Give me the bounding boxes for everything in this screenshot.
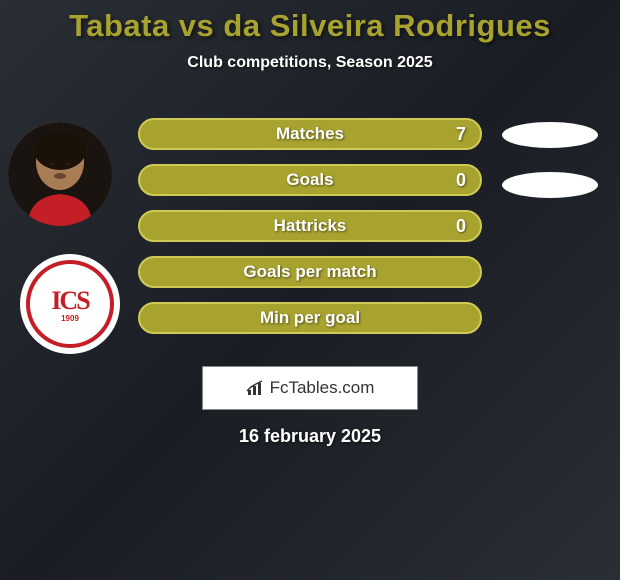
stat-bar-goals: Goals 0 <box>138 164 482 196</box>
stat-label: Matches <box>276 124 344 144</box>
date-label: 16 february 2025 <box>0 426 620 447</box>
stat-value: 0 <box>456 216 466 237</box>
stat-label: Goals per match <box>243 262 376 282</box>
badge-monogram: ICS <box>51 286 88 316</box>
stat-bars: Matches 7 Goals 0 Hattricks 0 Goals per … <box>138 118 482 348</box>
stat-bar-matches: Matches 7 <box>138 118 482 150</box>
source-label: FcTables.com <box>270 378 375 398</box>
player-silhouette-icon <box>8 122 112 226</box>
stat-value: 7 <box>456 124 466 145</box>
source-logo[interactable]: FcTables.com <box>202 366 418 410</box>
stat-label: Goals <box>286 170 333 190</box>
badge-year: 1909 <box>61 314 79 323</box>
stats-area: ICS 1909 Matches 7 Goals 0 Hattricks 0 G… <box>0 104 620 364</box>
player-placeholder-right-1 <box>502 122 598 148</box>
stat-value: 0 <box>456 170 466 191</box>
badge-inner: ICS 1909 <box>26 260 114 348</box>
comparison-card: Tabata vs da Silveira Rodrigues Club com… <box>0 0 620 447</box>
player-placeholder-right-2 <box>502 172 598 198</box>
stat-bar-hattricks: Hattricks 0 <box>138 210 482 242</box>
player-photo-left <box>8 122 112 226</box>
stat-bar-goals-per-match: Goals per match <box>138 256 482 288</box>
chart-icon <box>246 380 266 396</box>
stat-label: Min per goal <box>260 308 360 328</box>
stat-bar-min-per-goal: Min per goal <box>138 302 482 334</box>
subtitle: Club competitions, Season 2025 <box>0 54 620 72</box>
club-badge-left: ICS 1909 <box>20 254 120 354</box>
stat-label: Hattricks <box>274 216 347 236</box>
page-title: Tabata vs da Silveira Rodrigues <box>0 8 620 44</box>
